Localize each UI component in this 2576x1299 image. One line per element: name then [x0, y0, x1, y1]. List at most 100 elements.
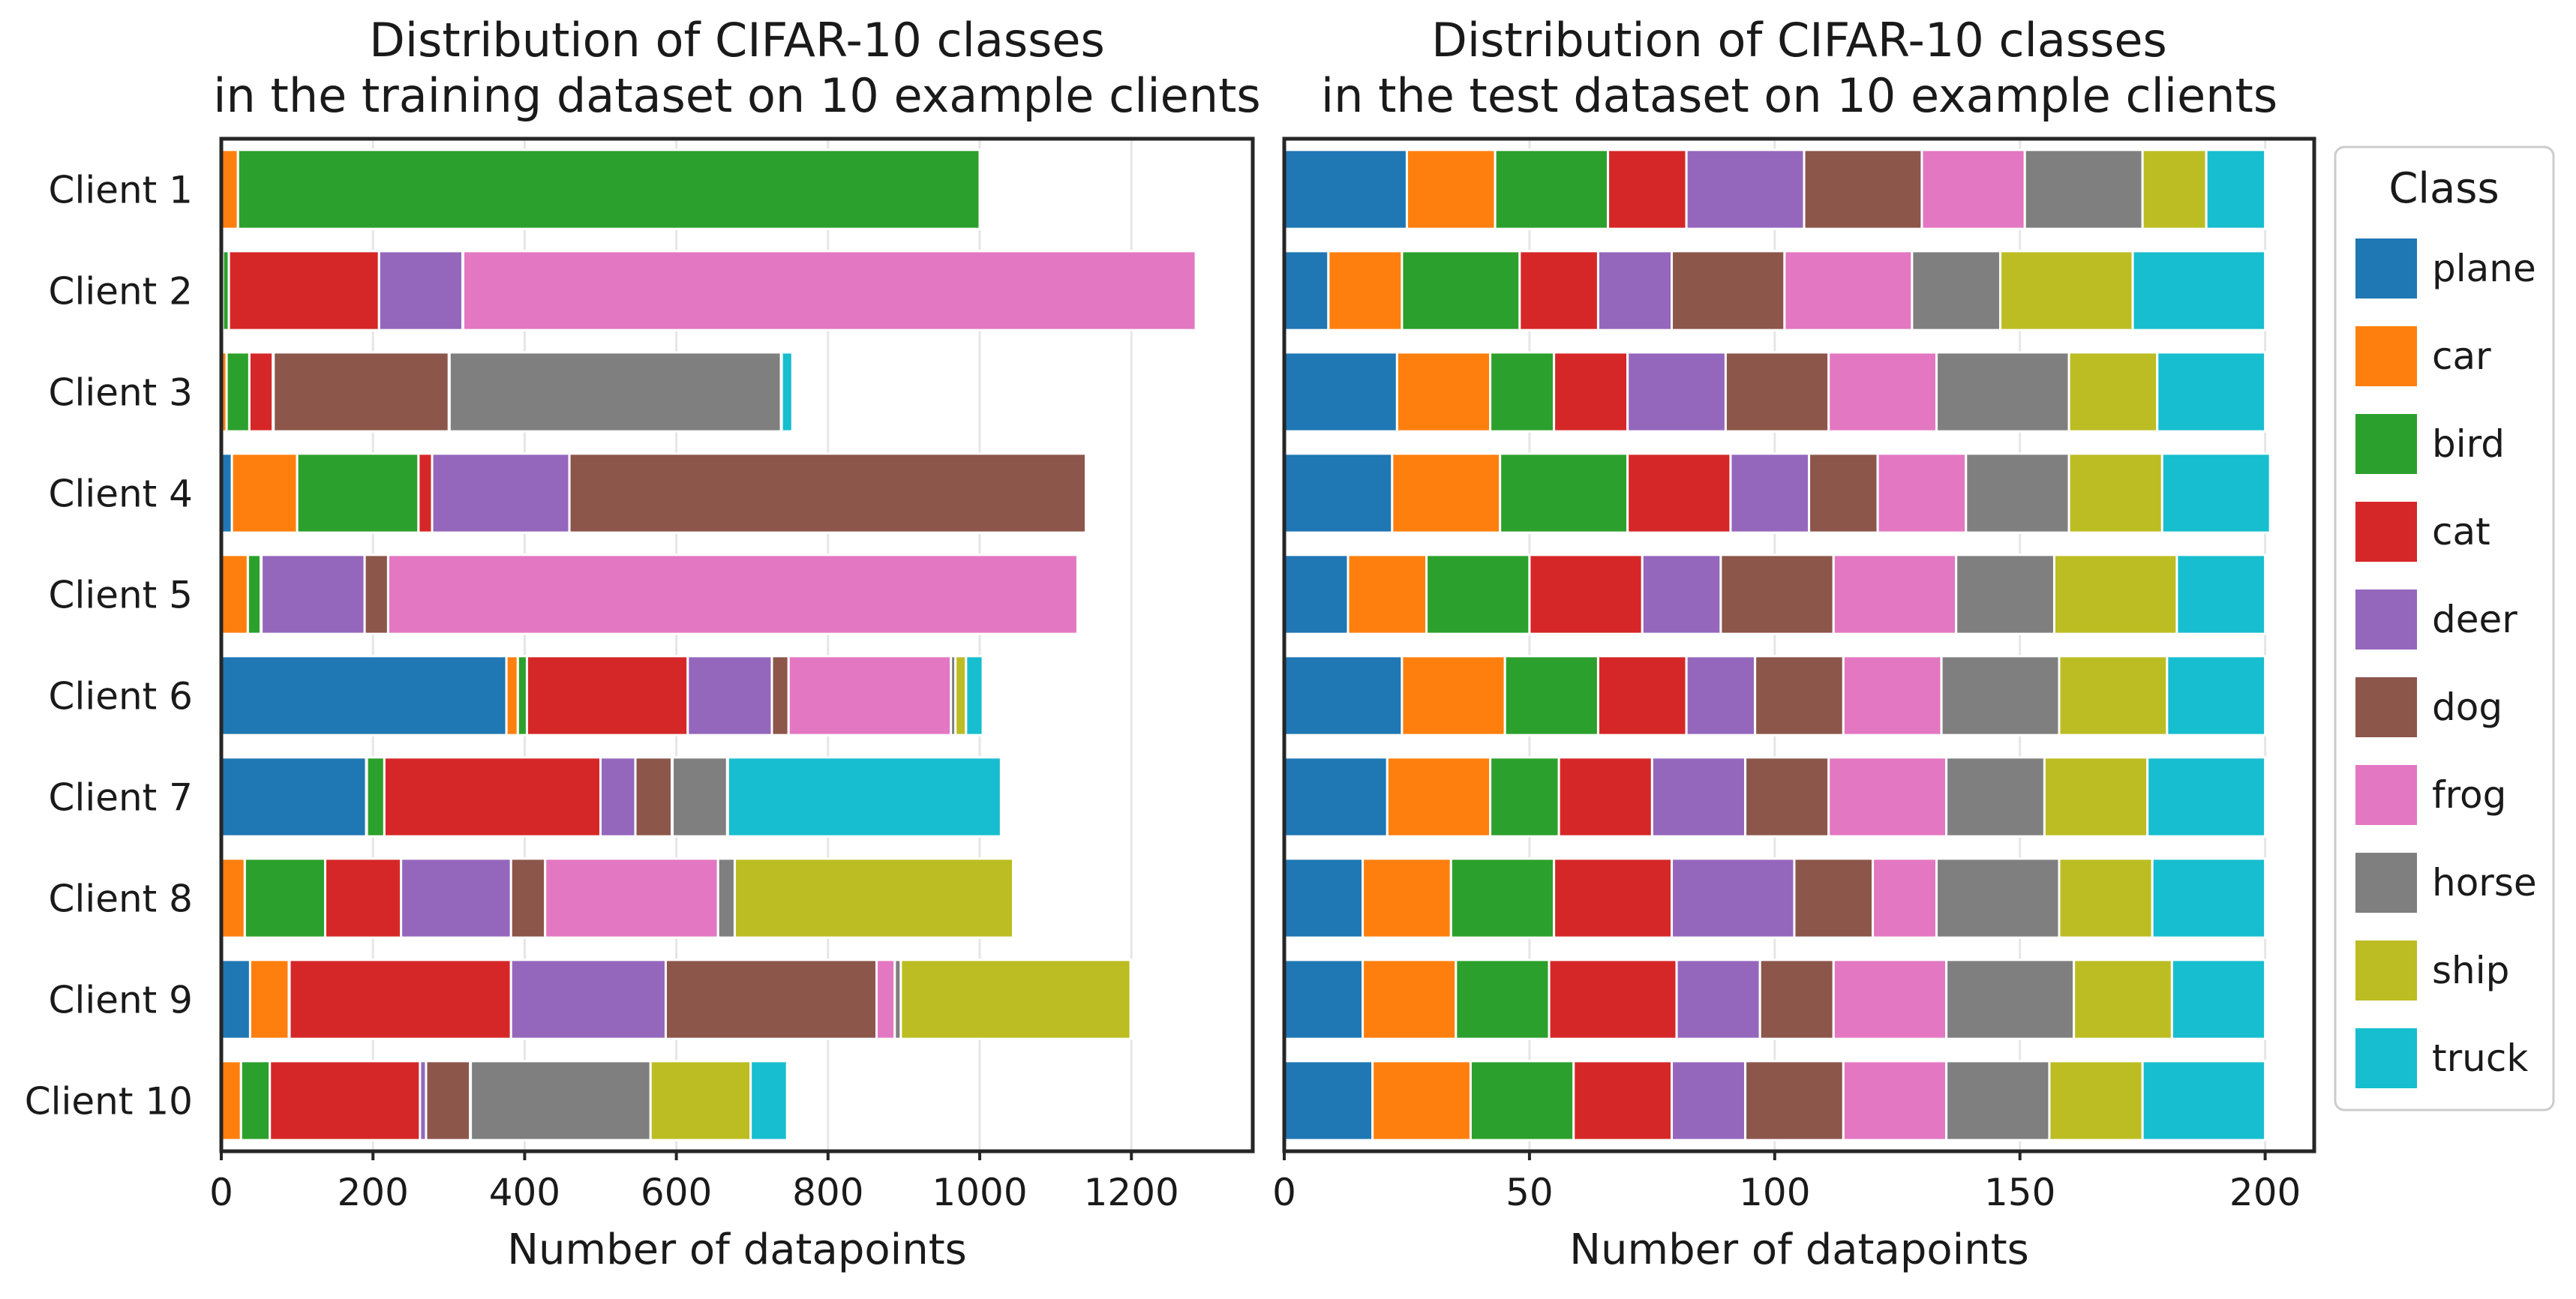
bar-segment-horse [1945, 958, 2076, 1040]
plot-frame [219, 136, 1255, 1154]
x-tick-label: 50 [1506, 1171, 1554, 1214]
bar-segment-dog [634, 756, 674, 838]
bar-segment-car [1327, 250, 1404, 332]
bar-segment-ship [2052, 554, 2178, 635]
bar-segment-dog [664, 958, 878, 1040]
bar-segment-bird [1455, 958, 1551, 1040]
bar-segment-cat [288, 958, 512, 1040]
bar-segment-car [1386, 756, 1492, 838]
bar-segment-bird [516, 655, 528, 736]
legend-title: Class [2388, 164, 2499, 213]
bar-segment-ship [2067, 452, 2163, 534]
chart-title-line: in the training dataset on 10 example cl… [213, 68, 1260, 123]
bar-segment-frog [1827, 351, 1938, 433]
bar-segment-truck [1012, 857, 1016, 939]
bar-segment-plane [1283, 148, 1408, 230]
bar-segment-car [1362, 958, 1458, 1040]
bar-segment-bird [1401, 250, 1521, 332]
bar-segment-horse [716, 857, 736, 939]
bar-segment-truck [2146, 756, 2267, 838]
bar-segment-plane [1283, 857, 1365, 939]
bar-segment-truck [2170, 958, 2267, 1040]
bar-segment-ship [649, 1060, 752, 1142]
bar-segment-truck [749, 1060, 788, 1142]
bar-segment-horse [448, 351, 782, 433]
bar-segment-bird [1494, 148, 1610, 230]
bar-segment-horse [1945, 1060, 2051, 1142]
legend-label-frog: frog [2432, 773, 2506, 817]
bar-segment-dog [509, 857, 547, 939]
y-tick-label: Client 6 [49, 675, 193, 718]
bar-segment-frog [1842, 1060, 1948, 1142]
bar-segment-truck [780, 351, 794, 433]
bar-segment-cat [1572, 1060, 1674, 1142]
legend-swatch-cat [2355, 502, 2417, 562]
x-tick-label: 0 [1272, 1171, 1296, 1214]
bar-segment-truck [2151, 857, 2267, 939]
bar-segment-plane [1283, 250, 1330, 332]
x-tick-label: 1200 [1084, 1171, 1179, 1214]
legend-swatch-dog [2355, 677, 2417, 737]
class-legend: Class plane car bird cat deer dog frog horse ship… [2334, 146, 2555, 1112]
bar-segment-dog [1754, 655, 1845, 736]
bar-segment-ship [1999, 250, 2134, 332]
x-axis-label: Number of datapoints [507, 1226, 967, 1274]
bar-segment-bird [1469, 1060, 1575, 1142]
x-tick-label: 100 [1739, 1171, 1810, 1214]
y-tick-label: Client 2 [49, 270, 193, 314]
training-distribution-chart: Client 1 Client 2 Client 3 Client 4 Client 5… [25, 13, 1261, 1274]
legend-swatch-horse [2355, 853, 2417, 913]
y-tick-label: Client 5 [49, 574, 193, 617]
chart-title-line: in the test dataset on 10 example client… [1321, 68, 2277, 123]
bar-segment-frog [1920, 148, 2026, 230]
bar-segment-frog [875, 958, 896, 1040]
bar-segment-car [505, 655, 519, 736]
bar-segment-deer [1671, 857, 1796, 939]
bar-segment-ship [2058, 655, 2169, 736]
bar-segment-dog [1671, 250, 1786, 332]
legend-label-truck: truck [2432, 1036, 2528, 1080]
bar-segment-dog [568, 452, 1088, 534]
bar-segment-car [1395, 351, 1492, 433]
legend-swatch-plane [2355, 238, 2417, 298]
x-tick-label: 150 [1984, 1171, 2055, 1214]
bar-segment-dog [1744, 1060, 1845, 1142]
bar-segment-truck [2175, 554, 2267, 635]
legend-swatch-car [2355, 326, 2417, 386]
bar-segment-cat [269, 1060, 422, 1142]
bar-segment-cat [227, 250, 380, 332]
bar-segment-bird [243, 857, 327, 939]
bar-segment-cat [1626, 452, 1732, 534]
bar-segment-plane [1283, 1060, 1374, 1142]
bar-segment-deer [1650, 756, 1747, 838]
y-tick-label: Client 3 [49, 371, 193, 415]
bar-segment-frog [1872, 857, 1938, 939]
chart-title-line: Distribution of CIFAR-10 classes [369, 13, 1105, 68]
bar-segment-deer [1675, 958, 1761, 1040]
legend-swatch-bird [2355, 414, 2417, 474]
bar-segment-car [1405, 148, 1497, 230]
bar-segment-plane [220, 655, 508, 736]
bar-segment-plane [1283, 958, 1365, 1040]
x-axis-label: Number of datapoints [1569, 1226, 2029, 1274]
bar-segment-cat [248, 351, 275, 433]
bar-segment-car [230, 452, 299, 534]
bar-segment-horse [671, 756, 728, 838]
bar-segment-car [221, 148, 239, 230]
bar-segment-deer [1729, 452, 1811, 534]
bar-segment-truck [1129, 958, 1133, 1040]
bar-segment-dog [770, 655, 790, 736]
bar-segment-horse [1935, 857, 2061, 939]
bar-segment-truck [1087, 452, 1091, 534]
bar-segment-horse [2023, 148, 2144, 230]
bar-segment-ship [2067, 351, 2159, 433]
test-distribution-chart: 0 50 100 150 200 Number of datapoints Distribu… [1272, 13, 2316, 1274]
bar-segment-cat [383, 756, 602, 838]
bar-segment-cat [1518, 250, 1599, 332]
bar-segment-dog [425, 1060, 472, 1142]
bar-segment-deer [1626, 351, 1727, 433]
plot-frame [1282, 136, 2316, 1154]
legend-swatch-deer [2355, 590, 2417, 650]
y-tick-label: Client 9 [49, 979, 193, 1022]
bar-segment-horse [1911, 250, 2002, 332]
